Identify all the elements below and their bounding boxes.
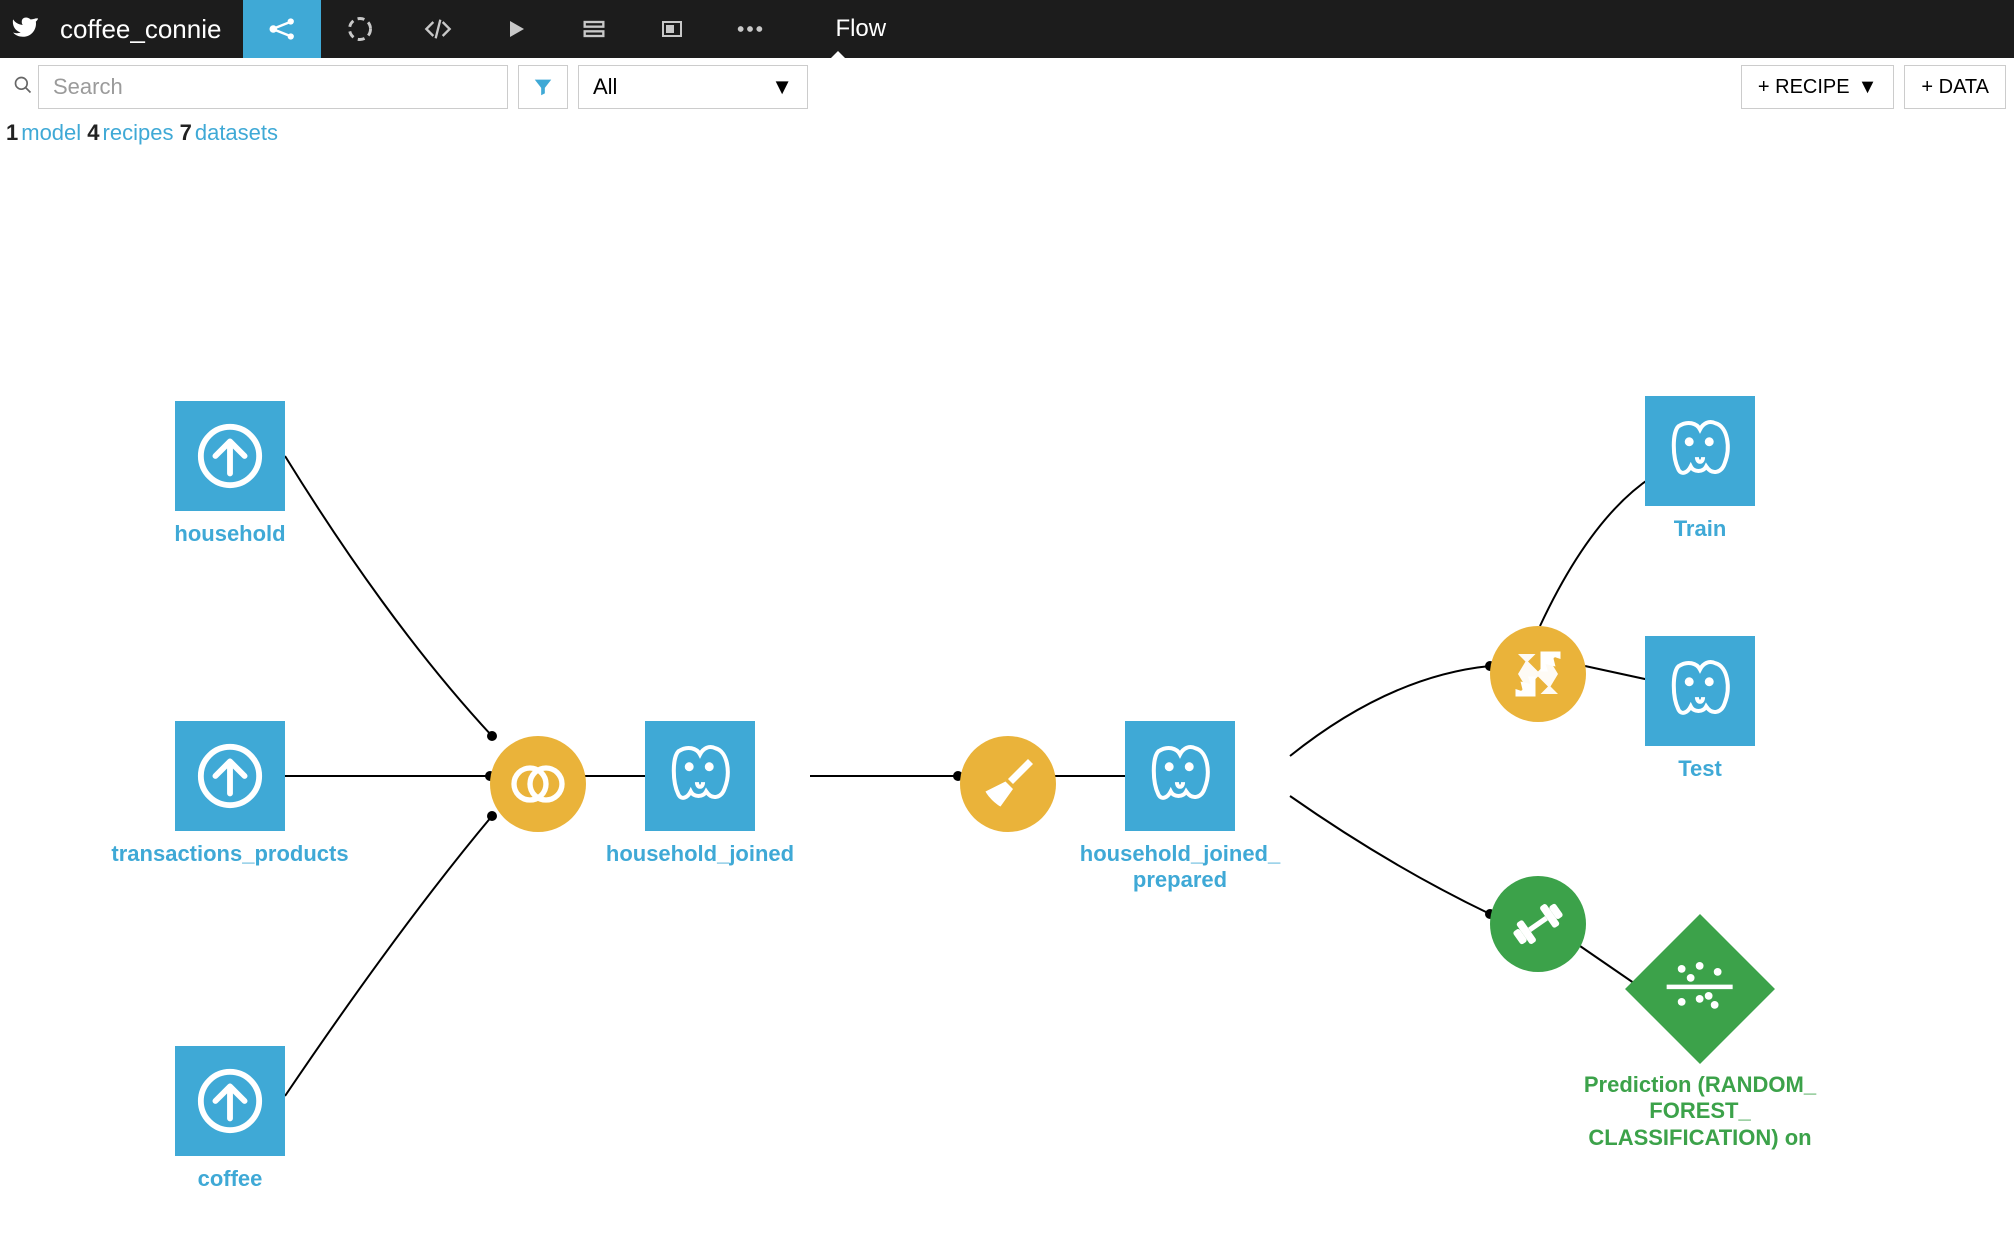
nav-panel-icon[interactable] <box>633 0 711 58</box>
postgres-dataset-icon <box>645 721 755 831</box>
flow-node-test[interactable]: Test <box>1570 636 1830 782</box>
postgres-dataset-icon <box>1125 721 1235 831</box>
flow-node-train[interactable]: Train <box>1570 396 1830 542</box>
datasets-count: 7 <box>180 120 192 145</box>
upload-dataset-icon <box>175 401 285 511</box>
filter-button[interactable] <box>518 65 568 109</box>
nav-code-icon[interactable] <box>399 0 477 58</box>
node-label: household_joined_ prepared <box>1050 841 1310 894</box>
node-label: coffee <box>100 1166 360 1192</box>
flow-node-prediction[interactable]: Prediction (RANDOM_ FOREST_ CLASSIFICATI… <box>1550 936 1850 1151</box>
add-recipe-button[interactable]: + RECIPE ▼ <box>1741 65 1895 109</box>
nav-more-icon[interactable] <box>711 0 789 58</box>
flow-node-prepare[interactable] <box>960 736 1056 832</box>
flow-node-household_joined[interactable]: household_joined <box>570 721 830 867</box>
flow-canvas[interactable]: household transactions_productscoffee hous… <box>0 146 2014 1246</box>
type-filter-value: All <box>593 74 617 100</box>
prepare-recipe-icon <box>960 736 1056 832</box>
node-label: Train <box>1570 516 1830 542</box>
add-data-label: + DATA <box>1921 76 1989 99</box>
node-label: household_joined <box>570 841 830 867</box>
nav-flow-icon[interactable] <box>243 0 321 58</box>
app-logo-icon[interactable] <box>0 14 50 45</box>
flow-node-household[interactable]: household <box>100 401 360 547</box>
flow-node-transactions_products[interactable]: transactions_products <box>100 721 360 867</box>
add-recipe-label: + RECIPE <box>1758 76 1850 99</box>
upload-dataset-icon <box>175 1046 285 1156</box>
top-nav: coffee_connie Flow <box>0 0 2014 58</box>
postgres-dataset-icon <box>1645 396 1755 506</box>
nav-play-icon[interactable] <box>477 0 555 58</box>
flow-node-coffee[interactable]: coffee <box>100 1046 360 1192</box>
chevron-down-icon: ▼ <box>771 74 793 100</box>
models-count: 1 <box>6 120 18 145</box>
upload-dataset-icon <box>175 721 285 831</box>
toolbar: All ▼ + RECIPE ▼ + DATA <box>0 58 2014 108</box>
type-filter-select[interactable]: All ▼ <box>578 65 808 109</box>
node-label: Test <box>1570 756 1830 782</box>
node-label: Prediction (RANDOM_ FOREST_ CLASSIFICATI… <box>1550 1072 1850 1151</box>
model-icon <box>1625 914 1775 1064</box>
chevron-down-icon: ▼ <box>1858 76 1878 99</box>
flow-summary: 1model 4recipes 7datasets <box>0 108 2014 146</box>
nav-stack-icon[interactable] <box>555 0 633 58</box>
add-data-button[interactable]: + DATA <box>1904 65 2006 109</box>
node-label: household <box>100 521 360 547</box>
project-name[interactable]: coffee_connie <box>50 14 243 45</box>
nav-current-label: Flow <box>789 15 886 43</box>
search-icon <box>8 75 38 100</box>
search-input[interactable] <box>38 65 508 109</box>
recipes-count: 4 <box>87 120 99 145</box>
flow-node-household_joined_prepared[interactable]: household_joined_ prepared <box>1050 721 1310 894</box>
nav-spin-icon[interactable] <box>321 0 399 58</box>
postgres-dataset-icon <box>1645 636 1755 746</box>
node-label: transactions_products <box>100 841 360 867</box>
